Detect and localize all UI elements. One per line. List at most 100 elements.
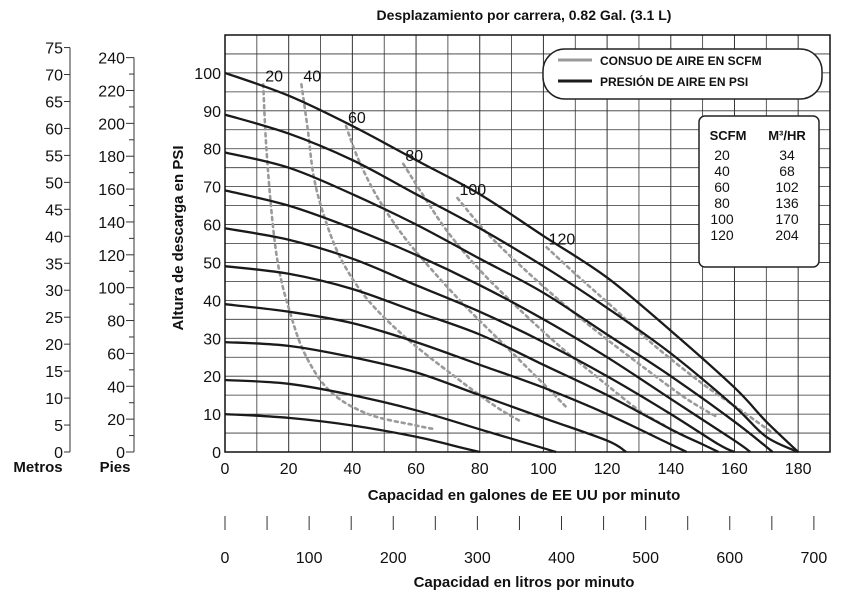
secondary-x-tick-label: 600 xyxy=(716,550,743,567)
pies-tick-label: 180 xyxy=(98,149,125,166)
metros-tick-label: 0 xyxy=(54,445,63,462)
legend-label: PRESIÓN DE AIRE EN PSI xyxy=(600,74,748,89)
pies-tick-label: 220 xyxy=(98,83,125,100)
scfm-curve-80 xyxy=(402,162,666,427)
metros-tick-label: 70 xyxy=(45,68,63,85)
y-tick-label: 100 xyxy=(194,66,221,83)
x-tick-label: 160 xyxy=(721,461,748,478)
pies-tick-label: 80 xyxy=(107,314,125,331)
x-tick-label: 40 xyxy=(343,461,361,478)
y-tick-label: 70 xyxy=(203,180,221,197)
secondary-x-tick-label: 300 xyxy=(464,550,491,567)
metros-tick-label: 75 xyxy=(45,41,63,58)
psi-curve-20 xyxy=(224,378,557,454)
secondary-x-tick-label: 400 xyxy=(548,550,575,567)
table-cell-scfm: 100 xyxy=(710,211,734,227)
metros-tick-label: 10 xyxy=(45,391,63,408)
metros-tick-label: 20 xyxy=(45,337,63,354)
secondary-x-tick-label: 700 xyxy=(801,550,828,567)
x-tick-label: 180 xyxy=(785,461,812,478)
psi-curve-30 xyxy=(224,340,627,453)
secondary-x-tick-label: 500 xyxy=(632,550,659,567)
scfm-curve-120 xyxy=(545,246,774,435)
metros-axis-label: Metros xyxy=(13,459,62,476)
x-tick-label: 80 xyxy=(471,461,489,478)
table-cell-scfm: 20 xyxy=(714,147,730,163)
psi-curve-40 xyxy=(224,303,688,454)
pies-tick-label: 200 xyxy=(98,116,125,133)
psi-curve-70 xyxy=(224,189,752,453)
table-cell-scfm: 60 xyxy=(714,179,730,195)
table-cell-m3hr: 136 xyxy=(775,195,799,211)
y-tick-label: 20 xyxy=(203,369,221,386)
metros-tick-label: 30 xyxy=(45,283,63,300)
metros-tick-label: 5 xyxy=(54,418,63,435)
scfm-curve-label-120: 120 xyxy=(549,231,576,248)
metros-tick-label: 40 xyxy=(45,229,63,246)
metros-tick-label: 50 xyxy=(45,175,63,192)
pies-axis-label: Pies xyxy=(100,459,131,476)
metros-tick-label: 15 xyxy=(45,364,63,381)
scfm-curve-60 xyxy=(344,124,567,408)
metros-tick-label: 45 xyxy=(45,202,63,219)
pies-tick-label: 120 xyxy=(98,248,125,265)
secondary-x-tick-label: 200 xyxy=(380,550,407,567)
psi-curve-100 xyxy=(224,71,799,453)
table-cell-m3hr: 102 xyxy=(775,179,799,195)
scfm-curve-label-40: 40 xyxy=(303,68,321,85)
secondary-x-tick-label: 0 xyxy=(221,550,230,567)
chart-title: Desplazamiento por carrera, 0.82 Gal. (3… xyxy=(377,7,672,23)
metros-tick-label: 35 xyxy=(45,256,63,273)
secondary-x-axis-label: Capacidad en litros por minuto xyxy=(414,574,635,591)
x-tick-label: 100 xyxy=(530,461,557,478)
scfm-curve-label-60: 60 xyxy=(348,110,366,127)
y-tick-label: 30 xyxy=(203,331,221,348)
scfm-conversion-table: SCFM M³/HR 20 34 40 68 60 102 80 136 100 170 120 204 xyxy=(698,115,820,268)
y-axis-label: Altura de descarga en PSI xyxy=(170,145,187,330)
legend-label: CONSUO DE AIRE EN SCFM xyxy=(600,54,762,68)
y-tick-label: 10 xyxy=(203,407,221,424)
y-tick-label: 80 xyxy=(203,142,221,159)
pies-tick-label: 60 xyxy=(107,346,125,363)
y-tick-label: 60 xyxy=(203,218,221,235)
x-tick-label: 60 xyxy=(407,461,425,478)
table-header-scfm: SCFM xyxy=(710,128,747,143)
psi-curve-80 xyxy=(224,151,774,453)
x-axis-label: Capacidad en galones de EE UU por minuto xyxy=(368,487,681,504)
pies-tick-label: 240 xyxy=(98,51,125,68)
psi-curve-60 xyxy=(224,227,735,454)
table-cell-scfm: 80 xyxy=(714,195,730,211)
table-cell-m3hr: 68 xyxy=(779,163,795,179)
legend-box xyxy=(542,48,823,100)
x-tick-label: 140 xyxy=(657,461,684,478)
y-tick-label: 90 xyxy=(203,104,221,121)
pies-tick-label: 20 xyxy=(107,412,125,429)
scfm-curve-20 xyxy=(261,83,437,431)
metros-tick-label: 25 xyxy=(45,310,63,327)
y-tick-label: 50 xyxy=(203,255,221,272)
table-cell-m3hr: 204 xyxy=(775,227,799,243)
y-tick-label: 40 xyxy=(203,293,221,310)
pies-tick-label: 0 xyxy=(116,445,125,462)
table-cell-scfm: 40 xyxy=(714,163,730,179)
table-header-m3hr: M³/HR xyxy=(768,128,806,143)
pressure-curves xyxy=(224,71,799,454)
metros-tick-label: 60 xyxy=(45,121,63,138)
table-cell-scfm: 120 xyxy=(710,227,734,243)
legend: CONSUO DE AIRE EN SCFM PRESIÓN DE AIRE EN… xyxy=(542,48,823,100)
table-cell-m3hr: 170 xyxy=(775,211,799,227)
plot-frame xyxy=(224,34,831,453)
conversion-table-box xyxy=(698,115,820,268)
table-cell-m3hr: 34 xyxy=(779,147,795,163)
metros-tick-label: 65 xyxy=(45,94,63,111)
psi-curve-10 xyxy=(224,412,480,454)
scfm-curve-label-20: 20 xyxy=(265,68,283,85)
axes: 0 20 40 60 80 100 120 140 160 1800102030405060708… xyxy=(13,41,827,567)
x-tick-label: 120 xyxy=(594,461,621,478)
metros-tick-label: 55 xyxy=(45,148,63,165)
y-tick-label: 0 xyxy=(212,445,221,462)
pies-tick-label: 160 xyxy=(98,182,125,199)
psi-curve-50 xyxy=(224,265,720,454)
psi-curve-90 xyxy=(224,113,799,454)
